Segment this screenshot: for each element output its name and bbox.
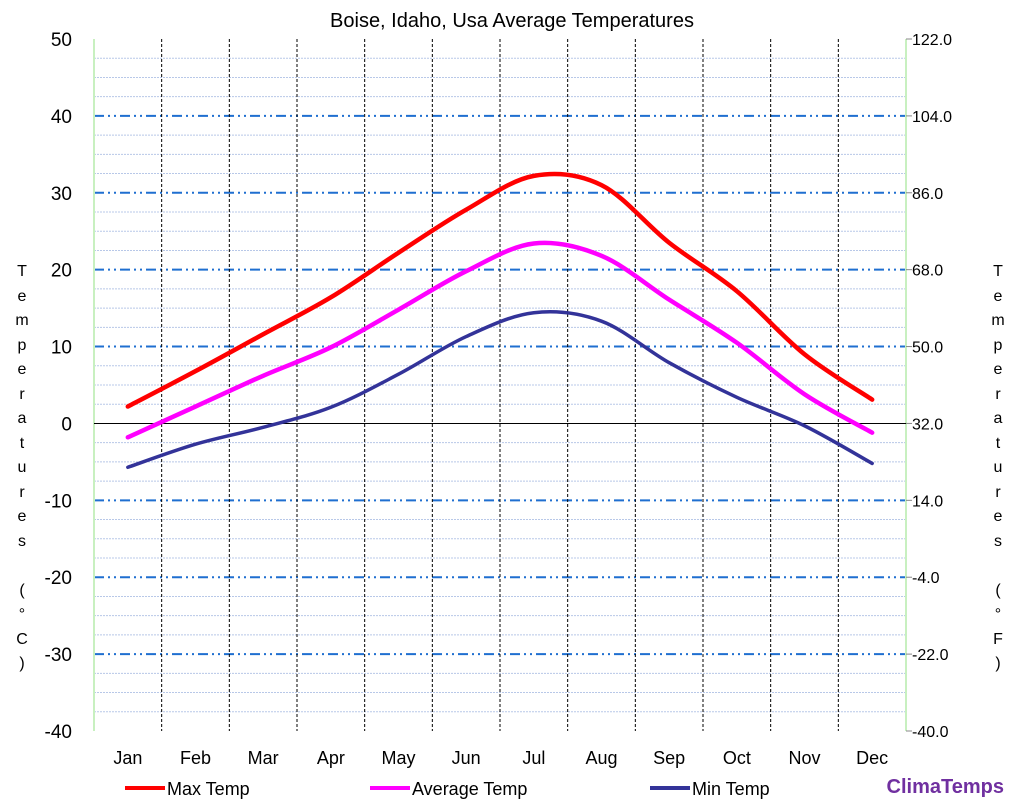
- axis-label-char: °: [18, 606, 26, 623]
- x-tick-label: Nov: [788, 748, 820, 768]
- axis-label-char: T: [993, 263, 1003, 280]
- axis-label-char: r: [19, 385, 25, 403]
- axis-label-char: s: [994, 532, 1002, 550]
- y-tick-label: -20: [45, 568, 72, 589]
- y-tick-label-right: -40.0: [912, 724, 949, 741]
- x-tick-label: Sep: [653, 748, 685, 768]
- axis-label-char: a: [17, 410, 27, 427]
- axis-label-char: e: [17, 287, 27, 305]
- x-tick-label: Jul: [522, 748, 545, 768]
- x-tick-label: Dec: [856, 748, 888, 768]
- y-tick-label-right: -4.0: [912, 570, 940, 587]
- axis-label-char: ): [995, 655, 1001, 672]
- y-tick-label-right: 122.0: [912, 32, 952, 49]
- y-tick-label-right: 50.0: [912, 340, 943, 357]
- axis-label-char: r: [995, 385, 1001, 403]
- y-tick-label: 50: [51, 30, 72, 51]
- series-line-min-temp: [126, 310, 874, 470]
- axis-label-char: t: [19, 434, 25, 452]
- axis-label-char: e: [993, 361, 1003, 378]
- x-tick-label: Oct: [723, 748, 751, 768]
- chart-title: Boise, Idaho, Usa Average Temperatures: [330, 10, 694, 32]
- axis-label-char: °: [994, 606, 1002, 623]
- axis-label-char: (: [995, 581, 1001, 599]
- axis-label-char: u: [993, 459, 1003, 476]
- axis-label-char: e: [17, 508, 27, 525]
- axis-label-char: t: [995, 434, 1001, 452]
- axis-label-char: a: [993, 410, 1003, 427]
- axis-label-char: m: [991, 312, 1005, 329]
- y-tick-label-right: 86.0: [912, 186, 943, 203]
- y-tick-label-right: 104.0: [912, 109, 952, 126]
- series-line-average-temp: [125, 240, 875, 440]
- axis-label-char: e: [17, 361, 27, 378]
- y-tick-label-right: 68.0: [912, 263, 943, 280]
- axis-label-char: r: [19, 483, 25, 501]
- legend-label: Average Temp: [412, 779, 527, 799]
- y-tick-label-right: 14.0: [912, 493, 943, 510]
- y-tick-label: 0: [61, 414, 72, 435]
- y-tick-label: 30: [51, 184, 72, 205]
- x-tick-label: Aug: [585, 748, 617, 768]
- x-tick-label: Jan: [113, 748, 142, 768]
- axis-label-char: m: [15, 312, 29, 329]
- y-tick-label: 10: [51, 338, 72, 359]
- x-tick-label: Apr: [317, 748, 345, 768]
- legend-label: Min Temp: [692, 779, 770, 799]
- axis-label-char: p: [17, 336, 27, 354]
- axis-label-char: s: [18, 532, 26, 550]
- y-tick-label-right: -22.0: [912, 647, 949, 664]
- axis-label-char: e: [993, 287, 1003, 305]
- y-tick-label-right: 32.0: [912, 416, 943, 433]
- axis-label-char: (: [19, 581, 25, 599]
- legend-label: Max Temp: [167, 779, 250, 799]
- axis-label-char: C: [16, 630, 28, 648]
- axis-label-char: F: [993, 630, 1003, 648]
- axis-label-char: r: [995, 483, 1001, 501]
- axis-label-char: p: [993, 336, 1003, 354]
- axis-label-char: e: [993, 508, 1003, 525]
- y-tick-label: -40: [45, 722, 72, 743]
- axis-label-char: ): [19, 655, 25, 672]
- brand-logo: ClimaTemps: [886, 776, 1004, 798]
- y-tick-label: -10: [45, 491, 72, 512]
- x-tick-label: Jun: [452, 748, 481, 768]
- axis-label-char: u: [17, 459, 27, 476]
- y-tick-label: 40: [51, 107, 72, 128]
- x-tick-label: May: [381, 748, 415, 768]
- y-tick-label: -30: [45, 645, 72, 666]
- axis-label-char: T: [17, 263, 27, 280]
- x-tick-label: Feb: [180, 748, 211, 768]
- y-tick-label: 20: [51, 261, 72, 282]
- x-tick-label: Mar: [248, 748, 279, 768]
